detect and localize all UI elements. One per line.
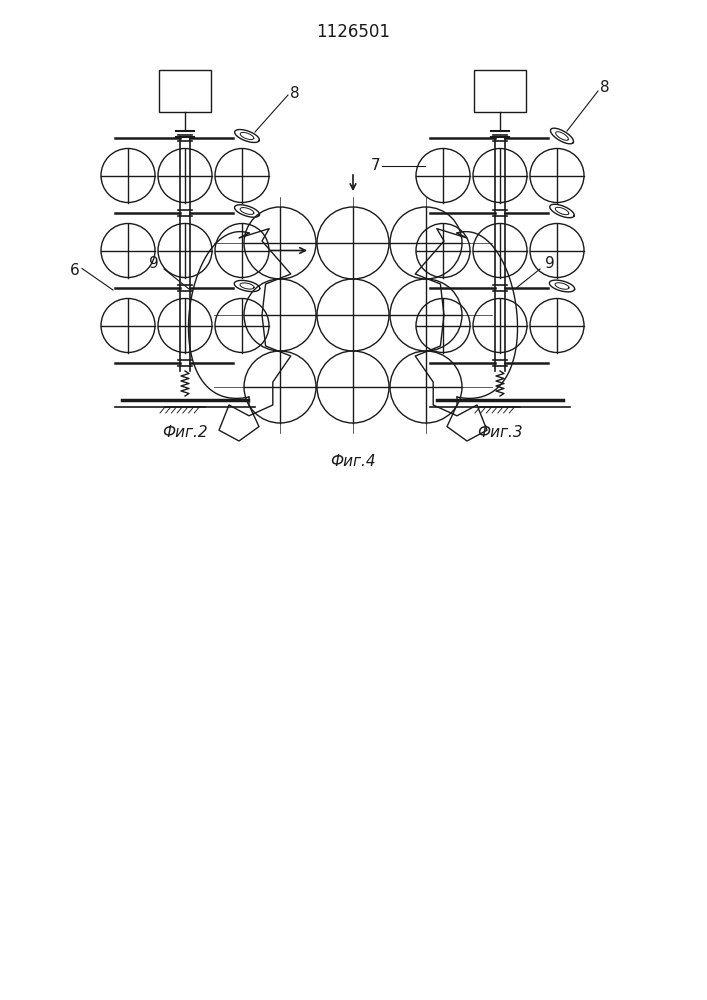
Text: Фиг.3: Фиг.3 bbox=[477, 425, 522, 440]
Text: Фиг.4: Фиг.4 bbox=[330, 454, 376, 468]
Text: 8: 8 bbox=[290, 86, 300, 101]
Text: 7: 7 bbox=[370, 158, 380, 173]
Text: 1126501: 1126501 bbox=[316, 23, 390, 41]
Text: 9: 9 bbox=[149, 256, 159, 271]
Text: 6: 6 bbox=[70, 263, 80, 278]
Text: 9: 9 bbox=[545, 256, 555, 271]
Bar bbox=[474, 70, 526, 112]
Bar bbox=[159, 70, 211, 112]
Text: Фиг.2: Фиг.2 bbox=[162, 425, 208, 440]
Text: 8: 8 bbox=[600, 81, 609, 96]
